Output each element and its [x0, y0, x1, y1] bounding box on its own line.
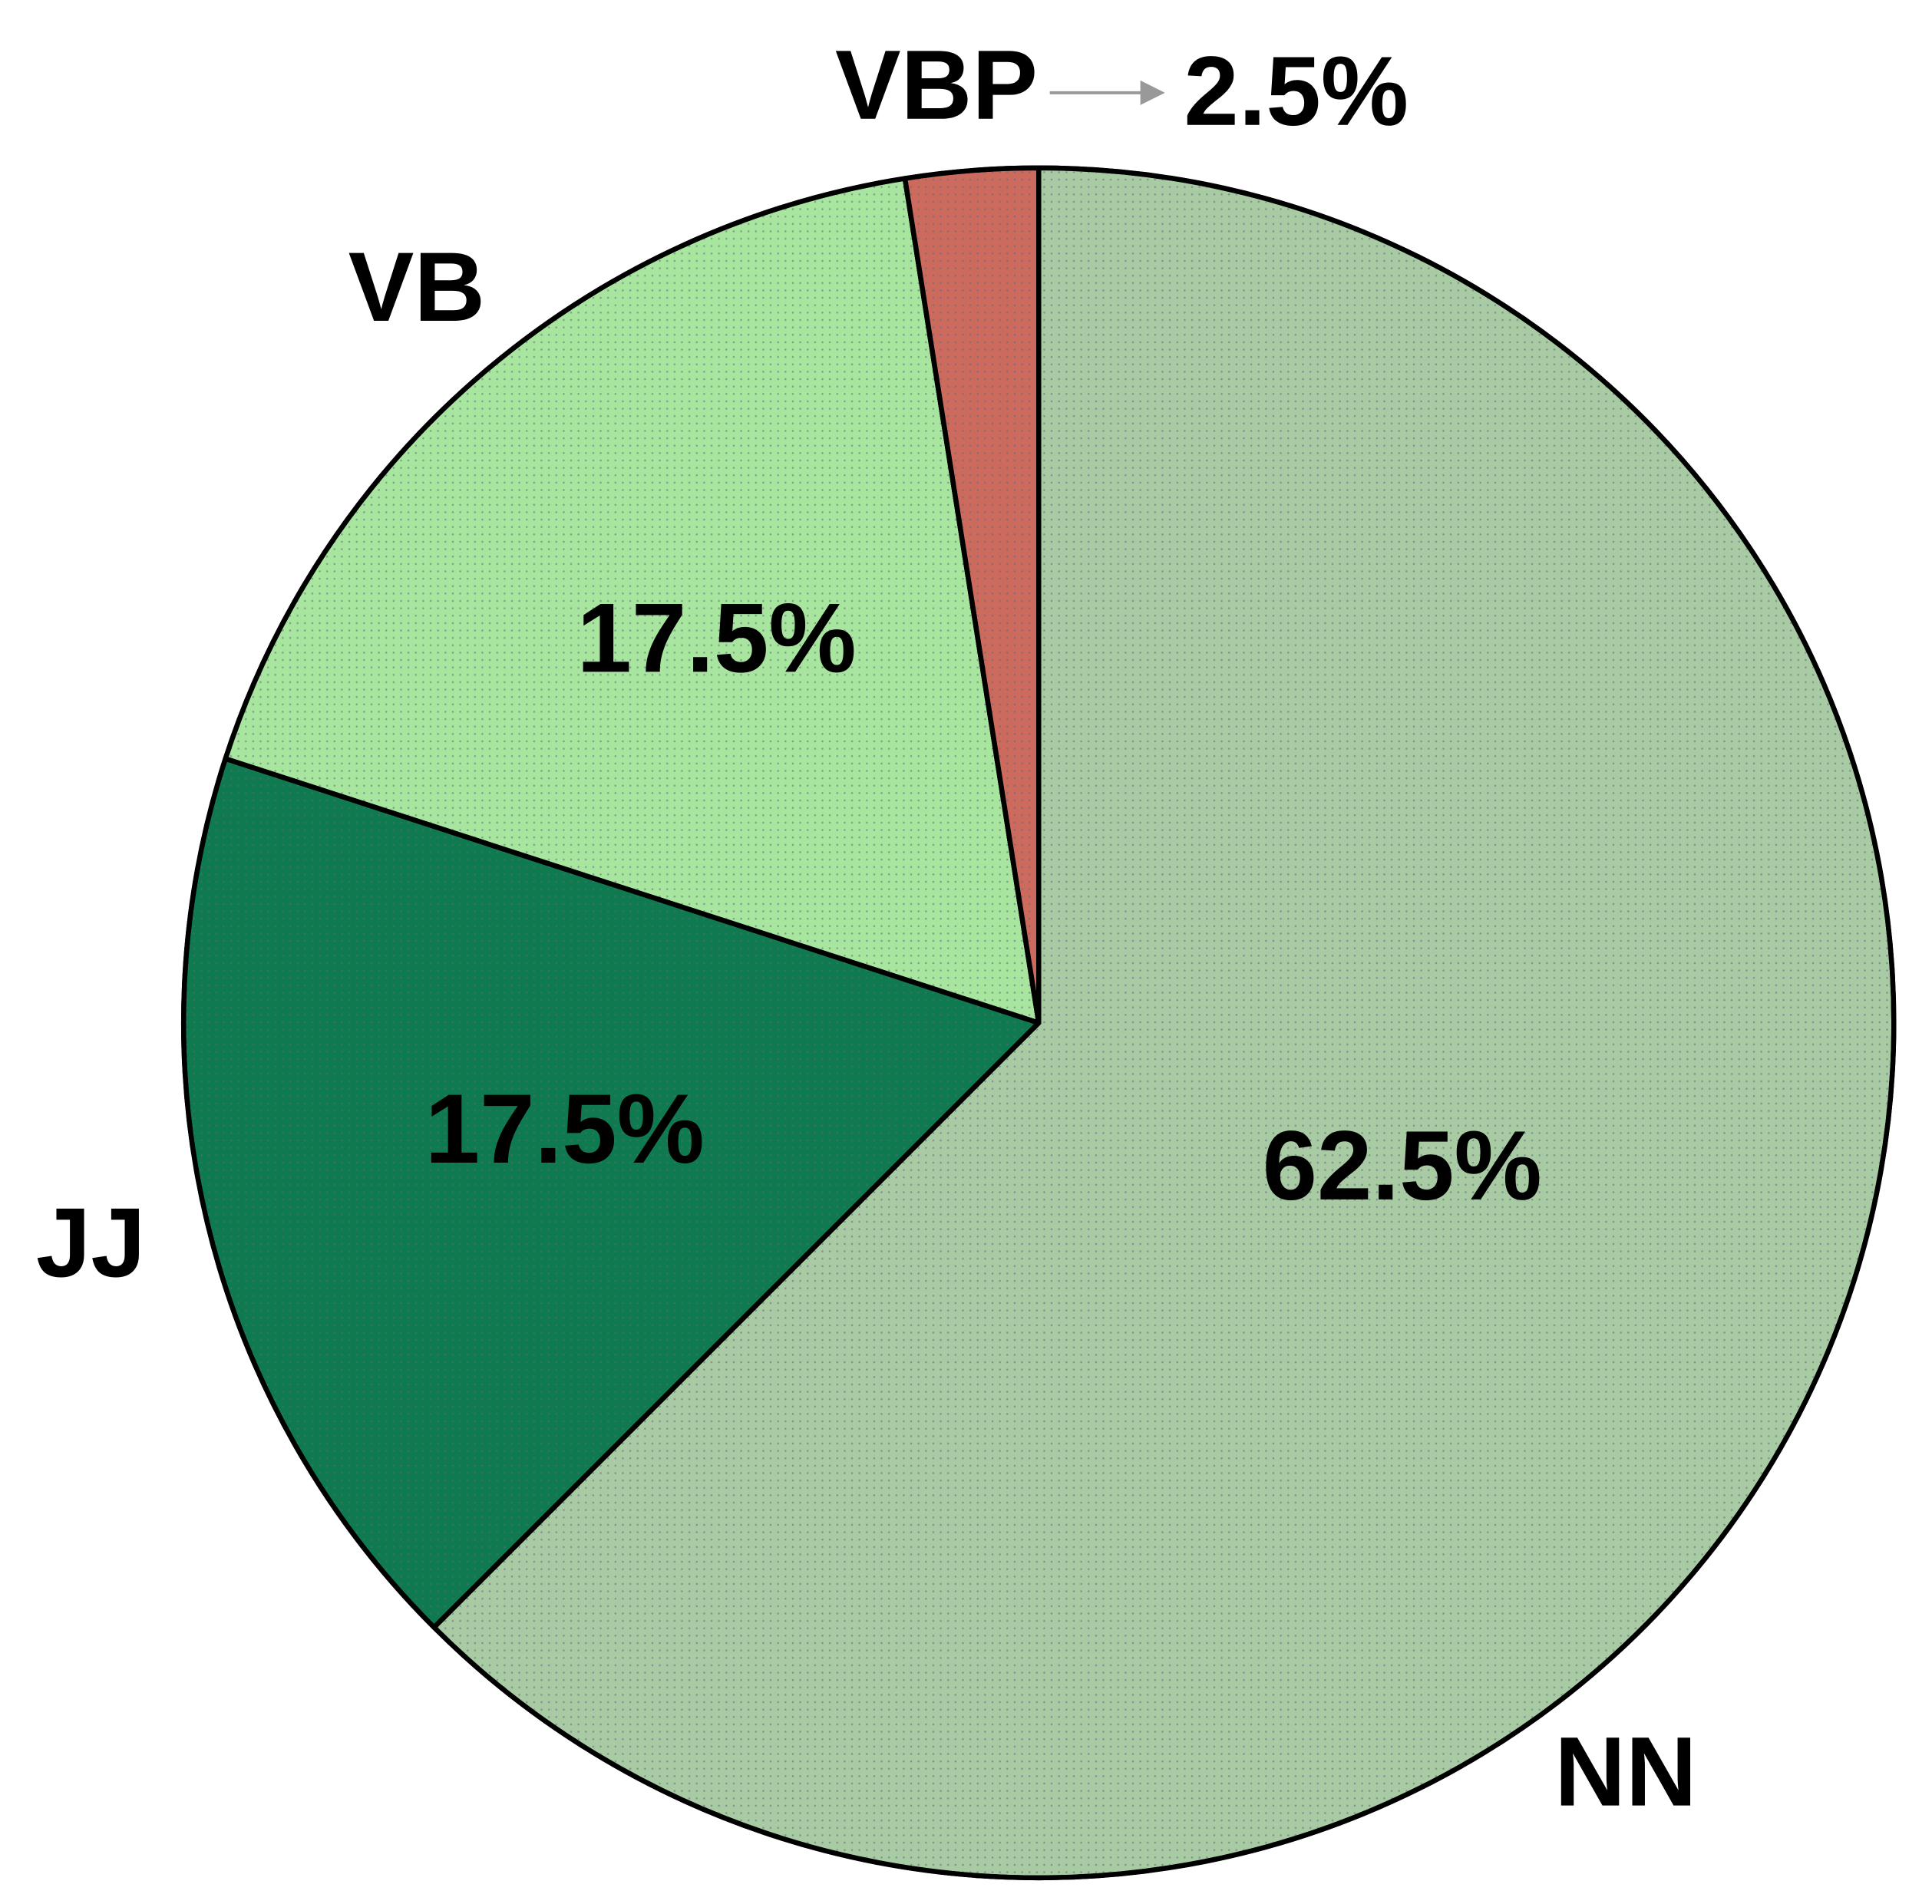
slice-texture: [223, 176, 1042, 1026]
slice-texture: [902, 165, 1042, 1026]
slice-texture: [431, 165, 1897, 1880]
category-label: VBP: [835, 31, 1038, 140]
category-label: VB: [348, 233, 485, 342]
slice-texture: [180, 756, 1042, 1630]
value-label: 62.5%: [1263, 1111, 1542, 1221]
value-label: 17.5%: [425, 1074, 705, 1184]
value-label: 2.5%: [1184, 37, 1409, 147]
category-label: NN: [1554, 1718, 1696, 1827]
value-label: 17.5%: [577, 583, 857, 693]
category-label: JJ: [36, 1188, 146, 1298]
